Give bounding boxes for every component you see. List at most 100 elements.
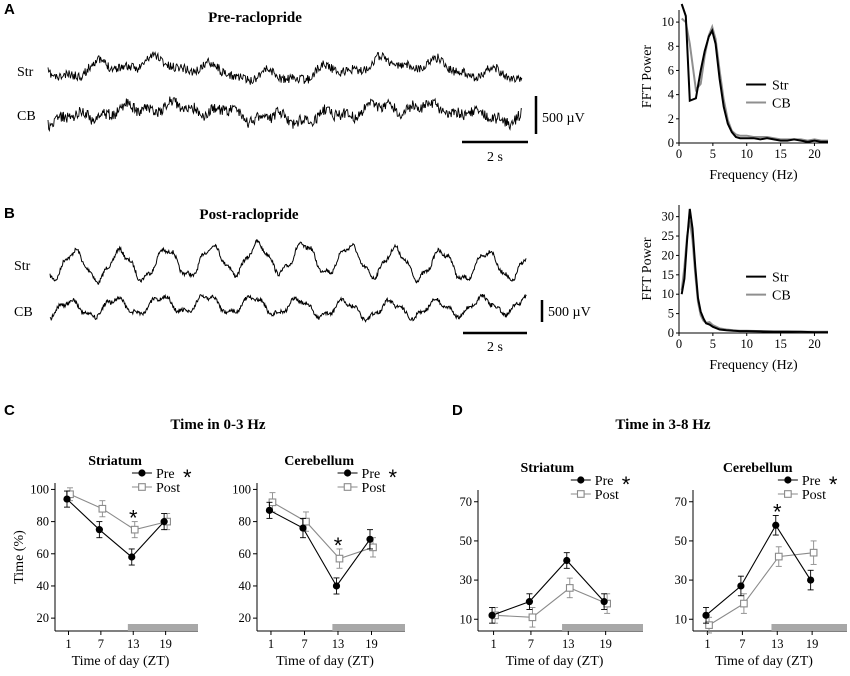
y-tick-label: 60 (239, 547, 252, 561)
chart-d_cerebellum: Cerebellum 1 7 13 19 10 30 50 70 Time of day (ZT)… (675, 461, 847, 669)
legend-marker-pre (784, 476, 792, 484)
y-tick-label: 20 (662, 248, 675, 262)
chart-d_striatum: Striatum 1 7 13 19 10 30 50 70 Time of day (ZT) Pr… (460, 461, 643, 669)
y-tick-label: 70 (460, 495, 473, 509)
legend-marker-pre (138, 469, 146, 477)
post-point (302, 517, 310, 526)
y-tick-label: 40 (239, 579, 252, 593)
series-pre-line (705, 524, 812, 616)
series-post-line (69, 493, 168, 531)
post-point (98, 504, 107, 513)
x-tick-label: 7 (739, 637, 745, 651)
legend-significance-star: * (389, 465, 398, 490)
chart-c_cerebellum: Cerebellum 1 7 13 19 20 40 60 80 100 Time of day (… (232, 454, 405, 669)
panel-b-title: Post-raclopride (199, 207, 298, 223)
panel-d-letter: D (452, 402, 463, 419)
legend-label-str: Str (772, 271, 789, 286)
y-tick-label: 70 (675, 495, 688, 509)
post-point (565, 584, 574, 592)
x-tick-label: 7 (301, 637, 307, 651)
x-axis-label: Time of day (ZT) (506, 654, 604, 669)
significance-star: * (129, 506, 138, 531)
y-tick-label: 10 (675, 612, 688, 626)
x-tick-label: 19 (365, 637, 378, 651)
y-tick-label: 2 (668, 112, 674, 126)
post-point (774, 552, 783, 561)
legend-label-post: Post (156, 481, 180, 496)
y-axis-label: FFT Power (640, 45, 655, 108)
pre-point (95, 526, 103, 534)
legend-marker-pre (577, 476, 585, 484)
y-tick-label: 30 (460, 573, 473, 587)
post-point (335, 554, 344, 563)
pre-point (265, 506, 274, 514)
pre-point (160, 518, 168, 526)
legend-significance-star: * (829, 472, 838, 497)
night-bar (562, 624, 643, 631)
pre-point (366, 535, 374, 543)
panel-b: B Post-raclopride Str CB 500 µV 2 s (4, 205, 591, 355)
y-tick-label: 10 (662, 15, 675, 29)
x-axis-label: Frequency (Hz) (709, 358, 798, 373)
x-tick-label: 7 (98, 637, 104, 651)
x-tick-label: 19 (806, 637, 819, 651)
x-tick-label: 10 (740, 337, 753, 351)
pre-point (63, 495, 71, 503)
x-tick-label: 13 (562, 637, 575, 651)
y-tick-label: 20 (37, 611, 50, 625)
series-pre-line (491, 559, 605, 616)
panel-c-title: Time in 0-3 Hz (170, 417, 265, 433)
significance-star: * (773, 499, 782, 524)
pre-point (772, 521, 780, 529)
x-tick-label: 1 (490, 637, 496, 651)
series-pre-line (66, 498, 165, 558)
y-tick-label: 10 (662, 287, 675, 301)
legend-marker-post (343, 483, 352, 491)
legend-significance-star: * (183, 465, 192, 490)
legend-label-cb: CB (772, 96, 791, 111)
y-tick-label: 30 (675, 573, 688, 587)
significance-star: * (334, 533, 343, 558)
y-tick-label: 40 (37, 579, 50, 593)
y-tick-label: 4 (668, 88, 675, 102)
x-tick-label: 0 (676, 147, 682, 161)
panel-a-title: Pre-raclopride (208, 10, 302, 26)
legend-label-pre: Pre (802, 474, 821, 489)
night-bar (771, 624, 847, 631)
post-point (740, 599, 748, 608)
chart-c_striatum: Striatum 1 7 13 19 20 40 60 80 100 Time of day (ZT… (12, 454, 198, 669)
x-tick-label: 20 (808, 147, 821, 161)
series-pre-line (269, 509, 371, 588)
series-str-line (680, 3, 828, 143)
y-tick-label: 0 (668, 136, 674, 150)
chart-title: Striatum (520, 461, 574, 476)
y-tick-label: 100 (232, 482, 251, 496)
chart-title: Striatum (88, 454, 142, 469)
legend-marker-post (138, 483, 146, 491)
night-bar (127, 624, 198, 631)
pre-point (563, 556, 571, 565)
x-tick-label: 15 (774, 147, 787, 161)
trace-str-a (47, 51, 523, 85)
pre-point (525, 598, 534, 606)
x-tick-label: 19 (599, 637, 612, 651)
post-point (705, 621, 713, 629)
x-axis-label: Time of day (ZT) (276, 654, 374, 669)
scale-bar-v-label-b: 500 µV (548, 305, 591, 320)
series-str-line (680, 208, 828, 333)
x-axis-label: Frequency (Hz) (709, 168, 798, 183)
legend-marker-pre (343, 469, 352, 477)
x-axis-label: Time of day (ZT) (72, 654, 170, 669)
x-tick-label: 19 (159, 637, 172, 651)
pre-point (702, 611, 710, 619)
pre-point (332, 582, 341, 590)
y-tick-label: 50 (460, 534, 473, 548)
post-point (809, 548, 818, 557)
pre-point (807, 576, 815, 584)
panel-c-letter: C (4, 402, 15, 419)
trace-str-b (49, 238, 527, 285)
pre-point (128, 553, 136, 561)
scale-bar-v-label-a: 500 µV (542, 111, 585, 126)
chart-title: Cerebellum (723, 461, 793, 476)
